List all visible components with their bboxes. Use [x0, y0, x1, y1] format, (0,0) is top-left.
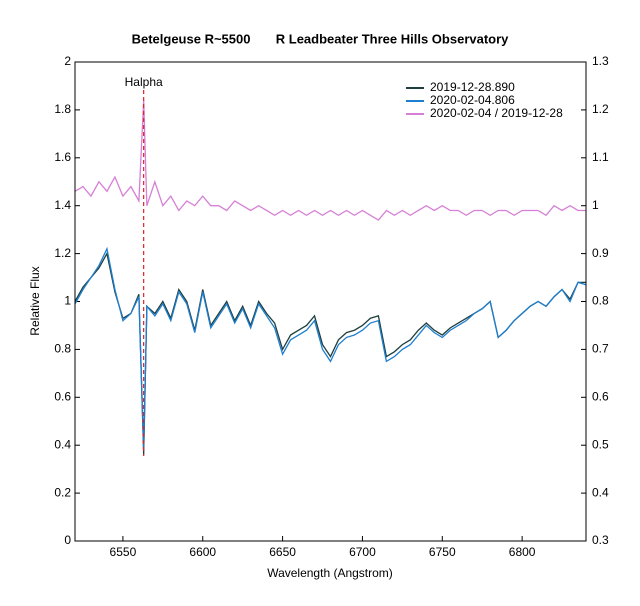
- plot-frame: [74, 61, 587, 542]
- legend-label: 2020-02-04.806: [430, 93, 515, 107]
- chart-title: Betelgeuse R~5500 R Leadbeater Three Hil…: [132, 31, 510, 46]
- y-tick-label: 0.6: [54, 389, 71, 403]
- y2-tick-label: 0.9: [592, 246, 609, 260]
- y-tick-label: 1.4: [54, 198, 71, 212]
- y-tick-label: 0: [64, 533, 71, 547]
- y-tick-label: 0.8: [54, 342, 71, 356]
- series-line: [74, 246, 587, 451]
- y2-tick-label: 0.3: [592, 533, 609, 547]
- y-tick-label: 1.8: [54, 102, 71, 116]
- y-tick-label: 2: [64, 54, 71, 68]
- x-axis-label: Wavelength (Angstrom): [267, 566, 393, 580]
- y2-tick-label: 1: [592, 198, 599, 212]
- y2-tick-label: 0.5: [592, 437, 609, 451]
- y-tick-label: 0.4: [54, 437, 71, 451]
- x-tick-label: 6700: [349, 545, 376, 559]
- y2-tick-label: 0.7: [592, 342, 609, 356]
- y-tick-label: 1: [64, 294, 71, 308]
- y2-tick-label: 0.8: [592, 294, 609, 308]
- legend-label: 2020-02-04 / 2019-12-28: [430, 106, 563, 120]
- x-tick-label: 6550: [110, 545, 137, 559]
- x-tick-label: 6750: [429, 545, 456, 559]
- x-tick-label: 6600: [189, 545, 216, 559]
- x-tick-label: 6800: [509, 545, 536, 559]
- legend-label: 2019-12-28.890: [430, 80, 515, 94]
- y-tick-label: 1.2: [54, 246, 71, 260]
- y-tick-label: 0.2: [54, 485, 71, 499]
- y2-tick-label: 0.4: [592, 485, 609, 499]
- y2-tick-label: 1.1: [592, 150, 609, 164]
- y2-tick-label: 1.3: [592, 54, 609, 68]
- annotation-label: Halpha: [125, 75, 163, 89]
- x-tick-label: 6650: [269, 545, 296, 559]
- y-axis-label: Relative Flux: [28, 266, 42, 335]
- series-line: [74, 100, 586, 221]
- y-tick-label: 1.6: [54, 150, 71, 164]
- y2-tick-label: 0.6: [592, 389, 609, 403]
- y2-tick-label: 1.2: [592, 102, 609, 116]
